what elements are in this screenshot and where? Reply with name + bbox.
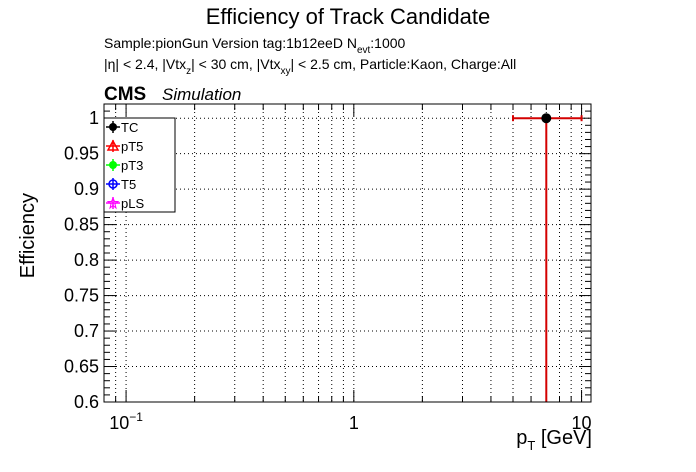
y-tick-label: 0.8 [74,250,99,270]
y-tick-label: 0.95 [64,144,99,164]
simulation-label: Simulation [162,85,241,104]
legend-label: TC [121,120,138,135]
tick-labels: 0.6 0.65 0.7 0.75 0.8 0.85 0.9 0.95 1 10−1 1 10 [64,108,592,433]
chart-title: Efficiency of Track Candidate [206,4,491,29]
axes [103,103,591,403]
data-point [541,113,552,124]
data-points [512,113,583,402]
chart-subtitle-line2: |η| < 2.4, |Vtxz| < 30 cm, |Vtxxy| < 2.5… [104,56,516,77]
plot-frame [103,103,592,403]
x-tick-label: 10−1 [109,410,143,433]
y-tick-label: 0.75 [64,286,99,306]
x-tick-label: 10 [572,413,592,433]
legend-marker [109,123,117,131]
legend-marker [106,196,120,210]
legend-marker [109,161,117,169]
y-tick-label: 1 [89,108,99,128]
y-tick-label: 0.85 [64,215,99,235]
legend-marker [106,139,120,151]
legend-label: pT5 [121,139,143,154]
legend-marker [108,179,118,189]
y-tick-label: 0.6 [74,392,99,412]
legend: TC pT5 pT3 T5 pLS [103,117,176,213]
cms-label: CMS [104,84,146,105]
legend-label: T5 [121,177,136,192]
x-axis-label: pT [GeV] [516,427,592,453]
y-tick-label: 0.7 [74,321,99,341]
y-tick-label: 0.65 [64,357,99,377]
legend-label: pT3 [121,158,143,173]
y-axis-label: Efficiency [17,193,39,278]
y-tick-label: 0.9 [74,179,99,199]
x-tick-label: 1 [349,413,359,433]
legend-label: pLS [121,196,144,211]
grid [103,104,591,403]
chart-subtitle-line1: Sample:pionGun Version tag:1b12eeD Nevt:… [104,35,406,56]
